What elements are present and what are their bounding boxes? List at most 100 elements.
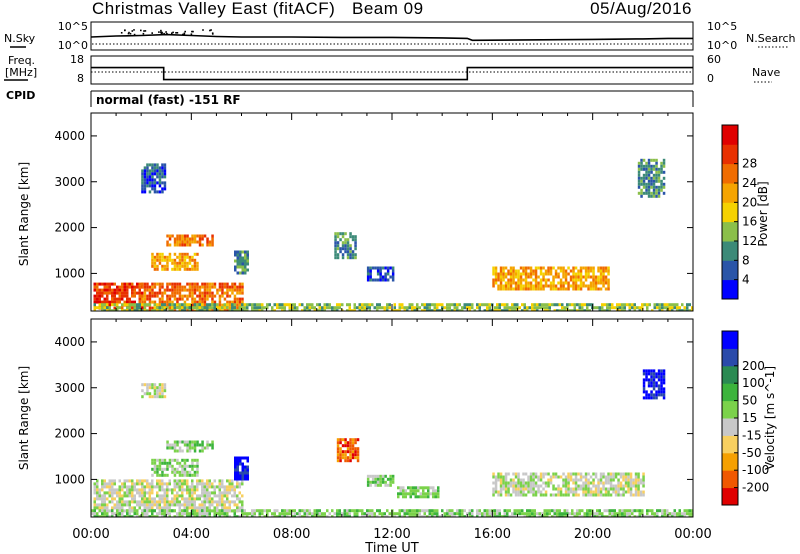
heatmap-cell	[441, 303, 444, 307]
heatmap-cell	[241, 506, 244, 510]
heatmap-cell	[599, 287, 603, 291]
heatmap-cell	[181, 288, 184, 292]
heatmap-cell	[191, 440, 194, 444]
heatmap-cell	[296, 512, 299, 516]
heatmap-cell	[163, 512, 166, 516]
heatmap-cell	[236, 250, 239, 254]
heatmap-cell	[131, 506, 134, 510]
heatmap-cell	[106, 297, 109, 301]
heatmap-cell	[433, 309, 436, 311]
heatmap-cell	[496, 515, 499, 517]
heatmap-cell	[391, 272, 395, 276]
heatmap-cell	[168, 252, 172, 256]
heatmap-cell	[198, 309, 201, 311]
colorbar-segment	[722, 487, 738, 506]
heatmap-cell	[601, 306, 604, 310]
heatmap-cell	[253, 303, 256, 307]
heatmap-cell	[366, 477, 370, 481]
heatmap-cell	[261, 306, 264, 310]
heatmap-cell	[188, 500, 191, 504]
heatmap-cell	[206, 285, 209, 289]
heatmap-cell	[594, 472, 598, 476]
heatmap-cell	[218, 479, 221, 483]
heatmap-cell	[561, 306, 564, 310]
heatmap-cell	[171, 291, 174, 295]
heatmap-cell	[398, 509, 401, 513]
heatmap-cell	[191, 291, 194, 295]
heatmap-cell	[642, 164, 646, 168]
heatmap-cell	[376, 480, 380, 484]
heatmap-cell	[186, 458, 189, 462]
heatmap-cell	[587, 487, 590, 491]
heatmap-cell	[246, 259, 249, 263]
heatmap-cell	[261, 512, 264, 516]
heatmap-cell	[589, 266, 593, 270]
heatmap-cell	[528, 509, 531, 513]
heatmap-cell	[261, 509, 264, 513]
heatmap-cell	[146, 285, 149, 289]
heatmap-cell	[456, 303, 459, 307]
heatmap-cell	[655, 375, 658, 379]
heatmap-cell	[584, 472, 588, 476]
heatmap-cell	[341, 232, 345, 236]
heatmap-cell	[534, 493, 538, 497]
heatmap-cell	[619, 472, 623, 476]
heatmap-cell	[168, 303, 171, 307]
heatmap-cell	[627, 490, 630, 494]
heatmap-cell	[366, 303, 369, 307]
heatmap-cell	[546, 509, 549, 513]
heatmap-cell	[499, 269, 503, 273]
heatmap-cell	[96, 282, 99, 286]
heatmap-cell	[544, 281, 548, 285]
heatmap-cell	[574, 481, 578, 485]
heatmap-cell	[628, 303, 631, 307]
heatmap-cell	[544, 493, 548, 497]
heatmap-cell	[643, 303, 646, 307]
heatmap-cell	[173, 258, 177, 262]
heatmap-cell	[236, 459, 239, 463]
heatmap-cell	[203, 512, 206, 516]
heatmap-cell	[622, 472, 625, 476]
heatmap-cell	[178, 500, 181, 504]
heatmap-cell	[564, 281, 568, 285]
heatmap-cell	[218, 503, 221, 507]
heatmap-cell	[642, 185, 646, 189]
heatmap-cell	[576, 509, 579, 513]
heatmap-cell	[539, 472, 543, 476]
heatmap-cell	[584, 275, 588, 279]
heatmap-cell	[492, 490, 495, 494]
heatmap-cell	[558, 509, 561, 513]
heatmap-cell	[506, 512, 509, 516]
heatmap-cell	[666, 303, 669, 307]
heatmap-cell	[527, 281, 530, 285]
heatmap-cell	[572, 493, 575, 497]
heatmap-cell	[176, 288, 179, 292]
heatmap-cell	[128, 282, 131, 286]
heatmap-cell	[588, 515, 591, 517]
heatmap-cell	[196, 240, 199, 244]
heatmap-cell	[178, 488, 181, 492]
heatmap-cell	[213, 506, 216, 510]
heatmap-cell	[183, 237, 187, 241]
heatmap-cell	[244, 268, 247, 272]
heatmap-cell	[241, 256, 244, 260]
heatmap-cell	[148, 488, 151, 492]
heatmap-cell	[662, 369, 666, 373]
heatmap-cell	[547, 481, 550, 485]
heatmap-cell	[592, 490, 595, 494]
heatmap-cell	[158, 172, 162, 176]
heatmap-cell	[241, 468, 244, 472]
heatmap-cell	[436, 303, 439, 307]
heatmap-cell	[148, 303, 151, 307]
heatmap-cell	[514, 484, 518, 488]
heatmap-cell	[637, 493, 640, 497]
heatmap-cell	[231, 482, 234, 486]
heatmap-cell	[216, 309, 219, 311]
heatmap-cell	[241, 500, 244, 504]
heatmap-cell	[291, 515, 294, 517]
heatmap-cell	[597, 281, 600, 285]
heatmap-cell	[422, 486, 425, 490]
heatmap-cell	[466, 512, 469, 516]
heatmap-cell	[436, 512, 439, 516]
